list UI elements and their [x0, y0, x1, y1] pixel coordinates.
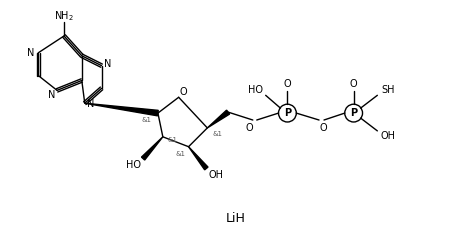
- Text: N: N: [104, 59, 111, 69]
- Text: P: P: [350, 108, 357, 118]
- Text: NH$_2$: NH$_2$: [54, 9, 74, 23]
- Text: LiH: LiH: [226, 212, 246, 225]
- Text: &1: &1: [212, 131, 222, 137]
- Polygon shape: [85, 103, 158, 116]
- Text: &1: &1: [168, 137, 178, 143]
- Text: HO: HO: [248, 85, 263, 95]
- Text: O: O: [350, 79, 357, 89]
- Text: O: O: [245, 123, 253, 133]
- Polygon shape: [142, 137, 163, 160]
- Text: O: O: [284, 79, 291, 89]
- Text: OH: OH: [209, 170, 224, 180]
- Text: N: N: [87, 99, 94, 109]
- Text: O: O: [180, 87, 187, 97]
- Polygon shape: [207, 110, 229, 128]
- Polygon shape: [188, 147, 208, 170]
- Text: P: P: [284, 108, 291, 118]
- Text: &1: &1: [141, 117, 151, 123]
- Text: &1: &1: [176, 151, 185, 157]
- Text: OH: OH: [381, 131, 396, 141]
- Text: SH: SH: [381, 85, 395, 95]
- Text: HO: HO: [126, 160, 141, 171]
- Text: O: O: [319, 123, 327, 133]
- Text: N: N: [49, 90, 56, 100]
- Text: N: N: [27, 48, 34, 58]
